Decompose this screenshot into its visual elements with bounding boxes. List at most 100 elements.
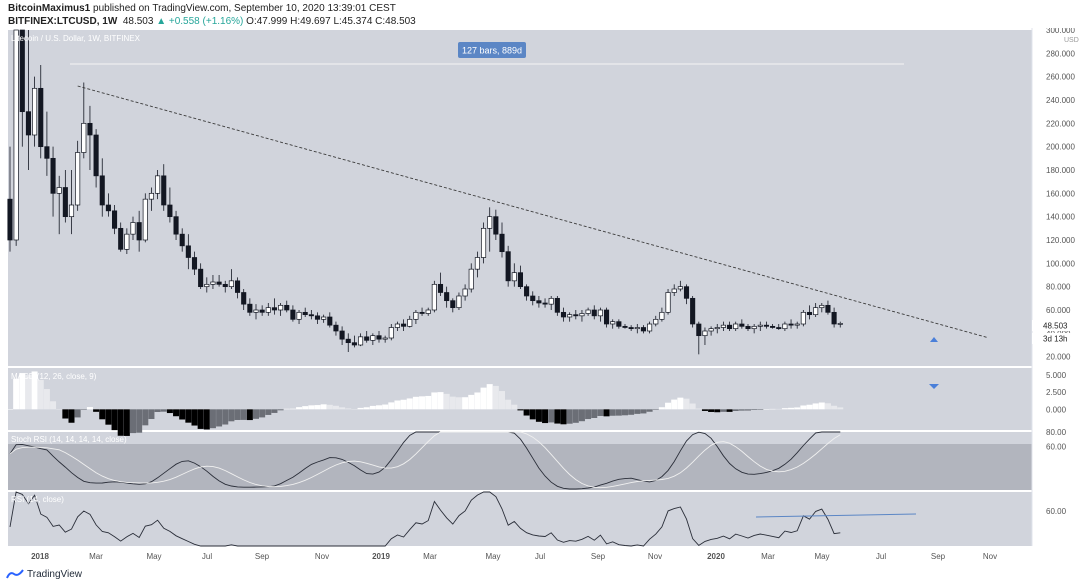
- candle: [794, 321, 800, 329]
- macd-bar: [831, 405, 838, 410]
- macd-bar: [609, 409, 616, 416]
- macd-bar: [197, 409, 204, 429]
- macd-bar: [763, 409, 770, 410]
- candle: [560, 307, 567, 322]
- macd-bar: [745, 409, 751, 411]
- macd-bar: [142, 409, 149, 426]
- macd-bar: [326, 404, 333, 410]
- candle: [474, 251, 480, 278]
- time-axis-tick: Nov: [315, 552, 329, 561]
- candle: [204, 277, 210, 293]
- macd-axis-tick: 0.000: [1046, 405, 1067, 414]
- candle: [111, 205, 118, 235]
- candle: [388, 324, 394, 341]
- macd-bar: [455, 397, 462, 410]
- macd-bar: [265, 409, 272, 415]
- macd-bar: [462, 397, 469, 410]
- candle: [487, 207, 493, 252]
- macd-bar: [31, 371, 38, 410]
- ohlc-readout: O:47.999 H:49.697 L:45.374 C:48.503: [246, 16, 416, 27]
- candle: [800, 310, 806, 327]
- macd-bar: [652, 409, 659, 410]
- time-axis-tick: 2019: [372, 552, 390, 561]
- price-axis-tick: 100.000: [1046, 259, 1075, 268]
- macd-bar: [203, 409, 210, 430]
- macd-bar: [222, 409, 229, 425]
- candle: [536, 296, 542, 308]
- macd-bar: [185, 409, 192, 423]
- macd-bar: [369, 405, 376, 410]
- candle: [450, 298, 456, 313]
- candle: [413, 310, 419, 324]
- candle: [284, 300, 290, 313]
- macd-title: MACD (12, 26, close, 9): [11, 372, 97, 381]
- candle: [683, 284, 690, 305]
- macd-axis-tick: 5.000: [1046, 371, 1067, 380]
- macd-bar: [234, 409, 241, 420]
- macd-bar: [339, 407, 346, 410]
- macd-bar: [800, 405, 807, 410]
- candle: [222, 280, 228, 293]
- footer-brand: TradingView: [6, 569, 82, 580]
- macd-bar: [363, 407, 370, 410]
- range-measure-badge: 127 bars, 889d: [458, 42, 526, 58]
- price-axis-tick: 260.000: [1046, 73, 1075, 82]
- macd-bar: [302, 406, 309, 410]
- candle: [308, 310, 314, 320]
- candle: [813, 303, 819, 317]
- macd-bar: [751, 409, 758, 410]
- macd-bar: [296, 407, 303, 410]
- macd-bar: [634, 409, 641, 414]
- candle: [38, 65, 44, 159]
- candle: [782, 321, 788, 331]
- time-axis-tick: May: [814, 552, 829, 561]
- candle: [585, 307, 591, 316]
- macd-bar: [216, 409, 223, 427]
- candle: [50, 146, 56, 217]
- candle: [7, 146, 13, 252]
- candle: [419, 307, 425, 316]
- chart-header: BitcoinMaximus1 published on TradingView…: [0, 0, 1087, 34]
- time-axis-tick: Nov: [983, 552, 997, 561]
- macd-bar: [86, 407, 93, 410]
- chart-canvas[interactable]: 20.00040.00060.00080.000100.000120.00014…: [0, 28, 1087, 566]
- candle: [444, 286, 450, 308]
- candle: [25, 30, 32, 170]
- macd-bar: [332, 405, 339, 410]
- candle: [622, 324, 628, 329]
- candle: [597, 307, 603, 322]
- time-axis-tick: May: [146, 552, 161, 561]
- price-axis-tick: 160.000: [1046, 189, 1075, 198]
- candle: [394, 321, 401, 331]
- candle: [179, 228, 185, 252]
- macd-bar: [259, 409, 266, 418]
- macd-bar: [431, 392, 438, 410]
- macd-bar: [253, 409, 259, 419]
- macd-bar: [818, 402, 825, 410]
- macd-bar: [246, 409, 253, 421]
- candle: [431, 280, 437, 313]
- candle: [837, 321, 843, 328]
- macd-bar: [228, 409, 235, 422]
- candle: [690, 296, 696, 328]
- macd-bar: [677, 397, 684, 410]
- candle: [185, 234, 191, 270]
- macd-bar: [658, 407, 665, 410]
- price-axis-tick: 280.000: [1046, 49, 1075, 58]
- macd-bar: [37, 380, 44, 410]
- candle: [364, 331, 370, 343]
- macd-bar: [345, 408, 352, 410]
- candle: [241, 289, 247, 310]
- macd-bar: [148, 409, 155, 420]
- macd-bar: [585, 409, 592, 420]
- candle: [105, 193, 111, 217]
- macd-bar: [62, 409, 69, 419]
- candle: [425, 307, 431, 316]
- macd-bar: [68, 409, 75, 423]
- candle: [148, 187, 155, 211]
- time-axis-tick: 2018: [31, 552, 49, 561]
- candle: [376, 331, 382, 343]
- macd-bar: [726, 409, 733, 412]
- candle: [228, 269, 234, 289]
- candle: [44, 111, 50, 176]
